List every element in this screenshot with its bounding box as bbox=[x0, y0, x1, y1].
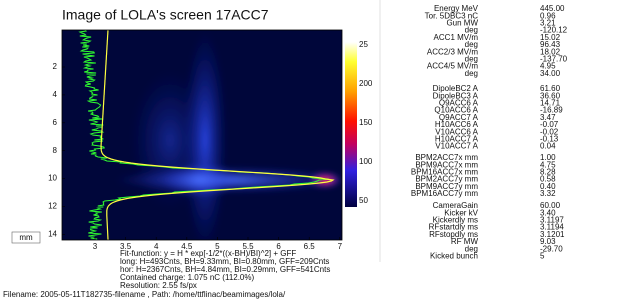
fit-info-line: Resolution: 2.55 fs/px bbox=[120, 281, 197, 290]
y-tick-label: 10 bbox=[48, 174, 57, 183]
colorbar bbox=[345, 42, 357, 207]
x-tick-label: 3 bbox=[93, 242, 98, 251]
colorbar-tick-label: 25 bbox=[359, 40, 368, 49]
y-tick-label: 6 bbox=[53, 118, 58, 127]
y-tick-label: 8 bbox=[53, 146, 58, 155]
param-label: V10ACC7 A bbox=[435, 142, 478, 151]
beam-image bbox=[62, 30, 345, 250]
param-value: 3.32 bbox=[540, 189, 556, 198]
unit-label: mm bbox=[19, 233, 33, 242]
param-value: 5 bbox=[540, 252, 545, 261]
title: Image of LOLA's screen 17ACC7 bbox=[62, 7, 269, 23]
filename: Filename: 2005-05-11T182735-filename , P… bbox=[3, 290, 286, 299]
x-tick-label: 6.5 bbox=[304, 242, 316, 251]
colorbar-tick-label: 150 bbox=[359, 118, 373, 127]
param-label: deg bbox=[465, 69, 478, 78]
screen: Image of LOLA's screen 17ACC7 mm 33.544.… bbox=[0, 0, 630, 300]
param-label: Kicked bunch bbox=[430, 252, 478, 261]
y-tick-label: 12 bbox=[48, 202, 57, 211]
colorbar-tick-label: 50 bbox=[359, 196, 368, 205]
y-tick-label: 14 bbox=[48, 230, 57, 239]
screen-canvas: Image of LOLA's screen 17ACC7 mm 33.544.… bbox=[0, 0, 630, 300]
param-value: 0.04 bbox=[540, 142, 556, 151]
y-tick-label: 4 bbox=[53, 90, 58, 99]
colorbar-tick-label: 100 bbox=[359, 157, 373, 166]
y-tick-label: 2 bbox=[53, 62, 58, 71]
x-tick-label: 7 bbox=[338, 242, 343, 251]
param-value: 34.00 bbox=[540, 69, 561, 78]
colorbar-tick-label: 200 bbox=[359, 79, 373, 88]
param-label: BPM16ACC7y mm bbox=[411, 189, 478, 198]
